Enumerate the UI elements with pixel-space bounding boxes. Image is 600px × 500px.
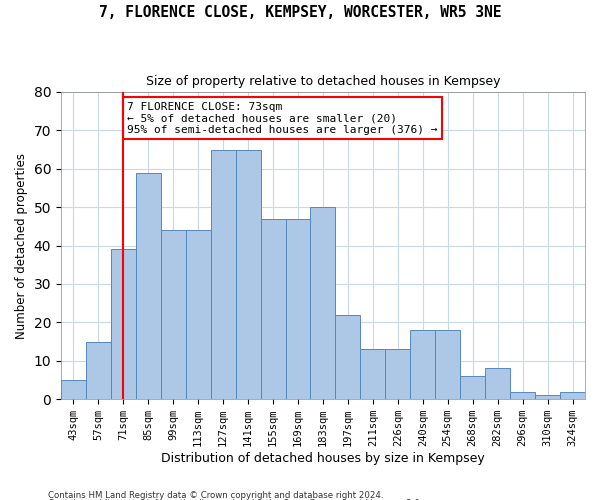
Bar — [361, 350, 385, 399]
Bar — [61, 380, 86, 399]
Bar — [310, 207, 335, 399]
Bar — [211, 150, 236, 399]
Bar — [335, 314, 361, 399]
Bar — [185, 230, 211, 399]
Text: 7 FLORENCE CLOSE: 73sqm
← 5% of detached houses are smaller (20)
95% of semi-det: 7 FLORENCE CLOSE: 73sqm ← 5% of detached… — [127, 102, 437, 134]
Text: Contains public sector information licensed under the Open Government Licence v3: Contains public sector information licen… — [48, 499, 422, 500]
X-axis label: Distribution of detached houses by size in Kempsey: Distribution of detached houses by size … — [161, 452, 485, 465]
Bar — [161, 230, 185, 399]
Bar — [236, 150, 260, 399]
Bar — [510, 392, 535, 399]
Bar — [385, 350, 410, 399]
Bar — [460, 376, 485, 399]
Bar — [435, 330, 460, 399]
Title: Size of property relative to detached houses in Kempsey: Size of property relative to detached ho… — [146, 75, 500, 88]
Bar — [286, 218, 310, 399]
Bar — [535, 396, 560, 399]
Bar — [111, 250, 136, 399]
Bar — [485, 368, 510, 399]
Bar — [410, 330, 435, 399]
Bar — [86, 342, 111, 399]
Text: 7, FLORENCE CLOSE, KEMPSEY, WORCESTER, WR5 3NE: 7, FLORENCE CLOSE, KEMPSEY, WORCESTER, W… — [99, 5, 501, 20]
Bar — [560, 392, 585, 399]
Text: Contains HM Land Registry data © Crown copyright and database right 2024.: Contains HM Land Registry data © Crown c… — [48, 490, 383, 500]
Bar — [136, 172, 161, 399]
Bar — [260, 218, 286, 399]
Y-axis label: Number of detached properties: Number of detached properties — [15, 152, 28, 338]
